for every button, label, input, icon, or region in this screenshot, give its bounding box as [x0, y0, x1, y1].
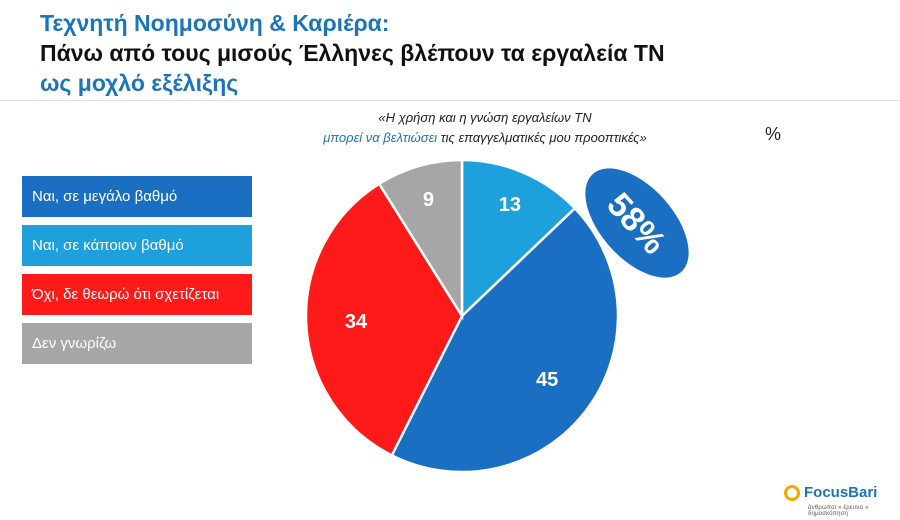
- pie-slice-2: [304, 182, 464, 458]
- question-highlight: μπορεί να βελτιώσει: [323, 130, 438, 145]
- pie-label-1: 45: [536, 369, 558, 391]
- chart-legend: Ναι, σε μεγάλο βαθμό Ναι, σε κάποιον βαθμ…: [22, 176, 252, 372]
- title-line-1: Τεχνητή Νοημοσύνη & Καριέρα:: [40, 10, 390, 36]
- header-divider: [0, 100, 900, 101]
- title-block: Τεχνητή Νοημοσύνη & Καριέρα: Πάνω από το…: [40, 8, 665, 98]
- brand-name: FocusBari: [804, 484, 878, 501]
- pie-label-0: 13: [499, 194, 521, 216]
- brand-logo: FocusBari: [784, 484, 877, 501]
- magnifier-icon: [784, 484, 800, 501]
- pie-slice-3: [377, 158, 464, 321]
- pie-label-2: 34: [345, 311, 368, 333]
- title-line-3: ως μοχλό εξέλιξης: [40, 70, 239, 96]
- question-rest: τις επαγγελματικές μου προοπτικές»: [437, 130, 647, 145]
- unit-label: %: [765, 124, 782, 144]
- legend-item-0: Ναι, σε μεγάλο βαθμό: [22, 176, 252, 217]
- pie-slice-1: [390, 206, 620, 474]
- question-line-1: «Η χρήση και η γνώση εργαλείων ΤΝ: [378, 110, 592, 125]
- legend-item-1: Ναι, σε κάποιον βαθμό: [22, 225, 252, 266]
- legend-item-3: Δεν γνωρίζω: [22, 323, 252, 364]
- question-line-2: μπορεί να βελτιώσει τις επαγγελματικές μ…: [295, 128, 675, 148]
- title-line-2: Πάνω από τους μισούς Έλληνες βλέπουν τα …: [40, 40, 665, 66]
- brand-tagline: άνθρωποι » έρευνα » δημοσκόπηση: [808, 505, 869, 517]
- legend-item-2: Όχι, δε θεωρώ ότι σχετίζεται: [22, 274, 252, 315]
- pie-label-3: 9: [423, 189, 434, 211]
- survey-question: «Η χρήση και η γνώση εργαλείων ΤΝ μπορεί…: [295, 108, 675, 148]
- callout-ellipse: [585, 168, 689, 278]
- pie-slice-0: [460, 158, 577, 319]
